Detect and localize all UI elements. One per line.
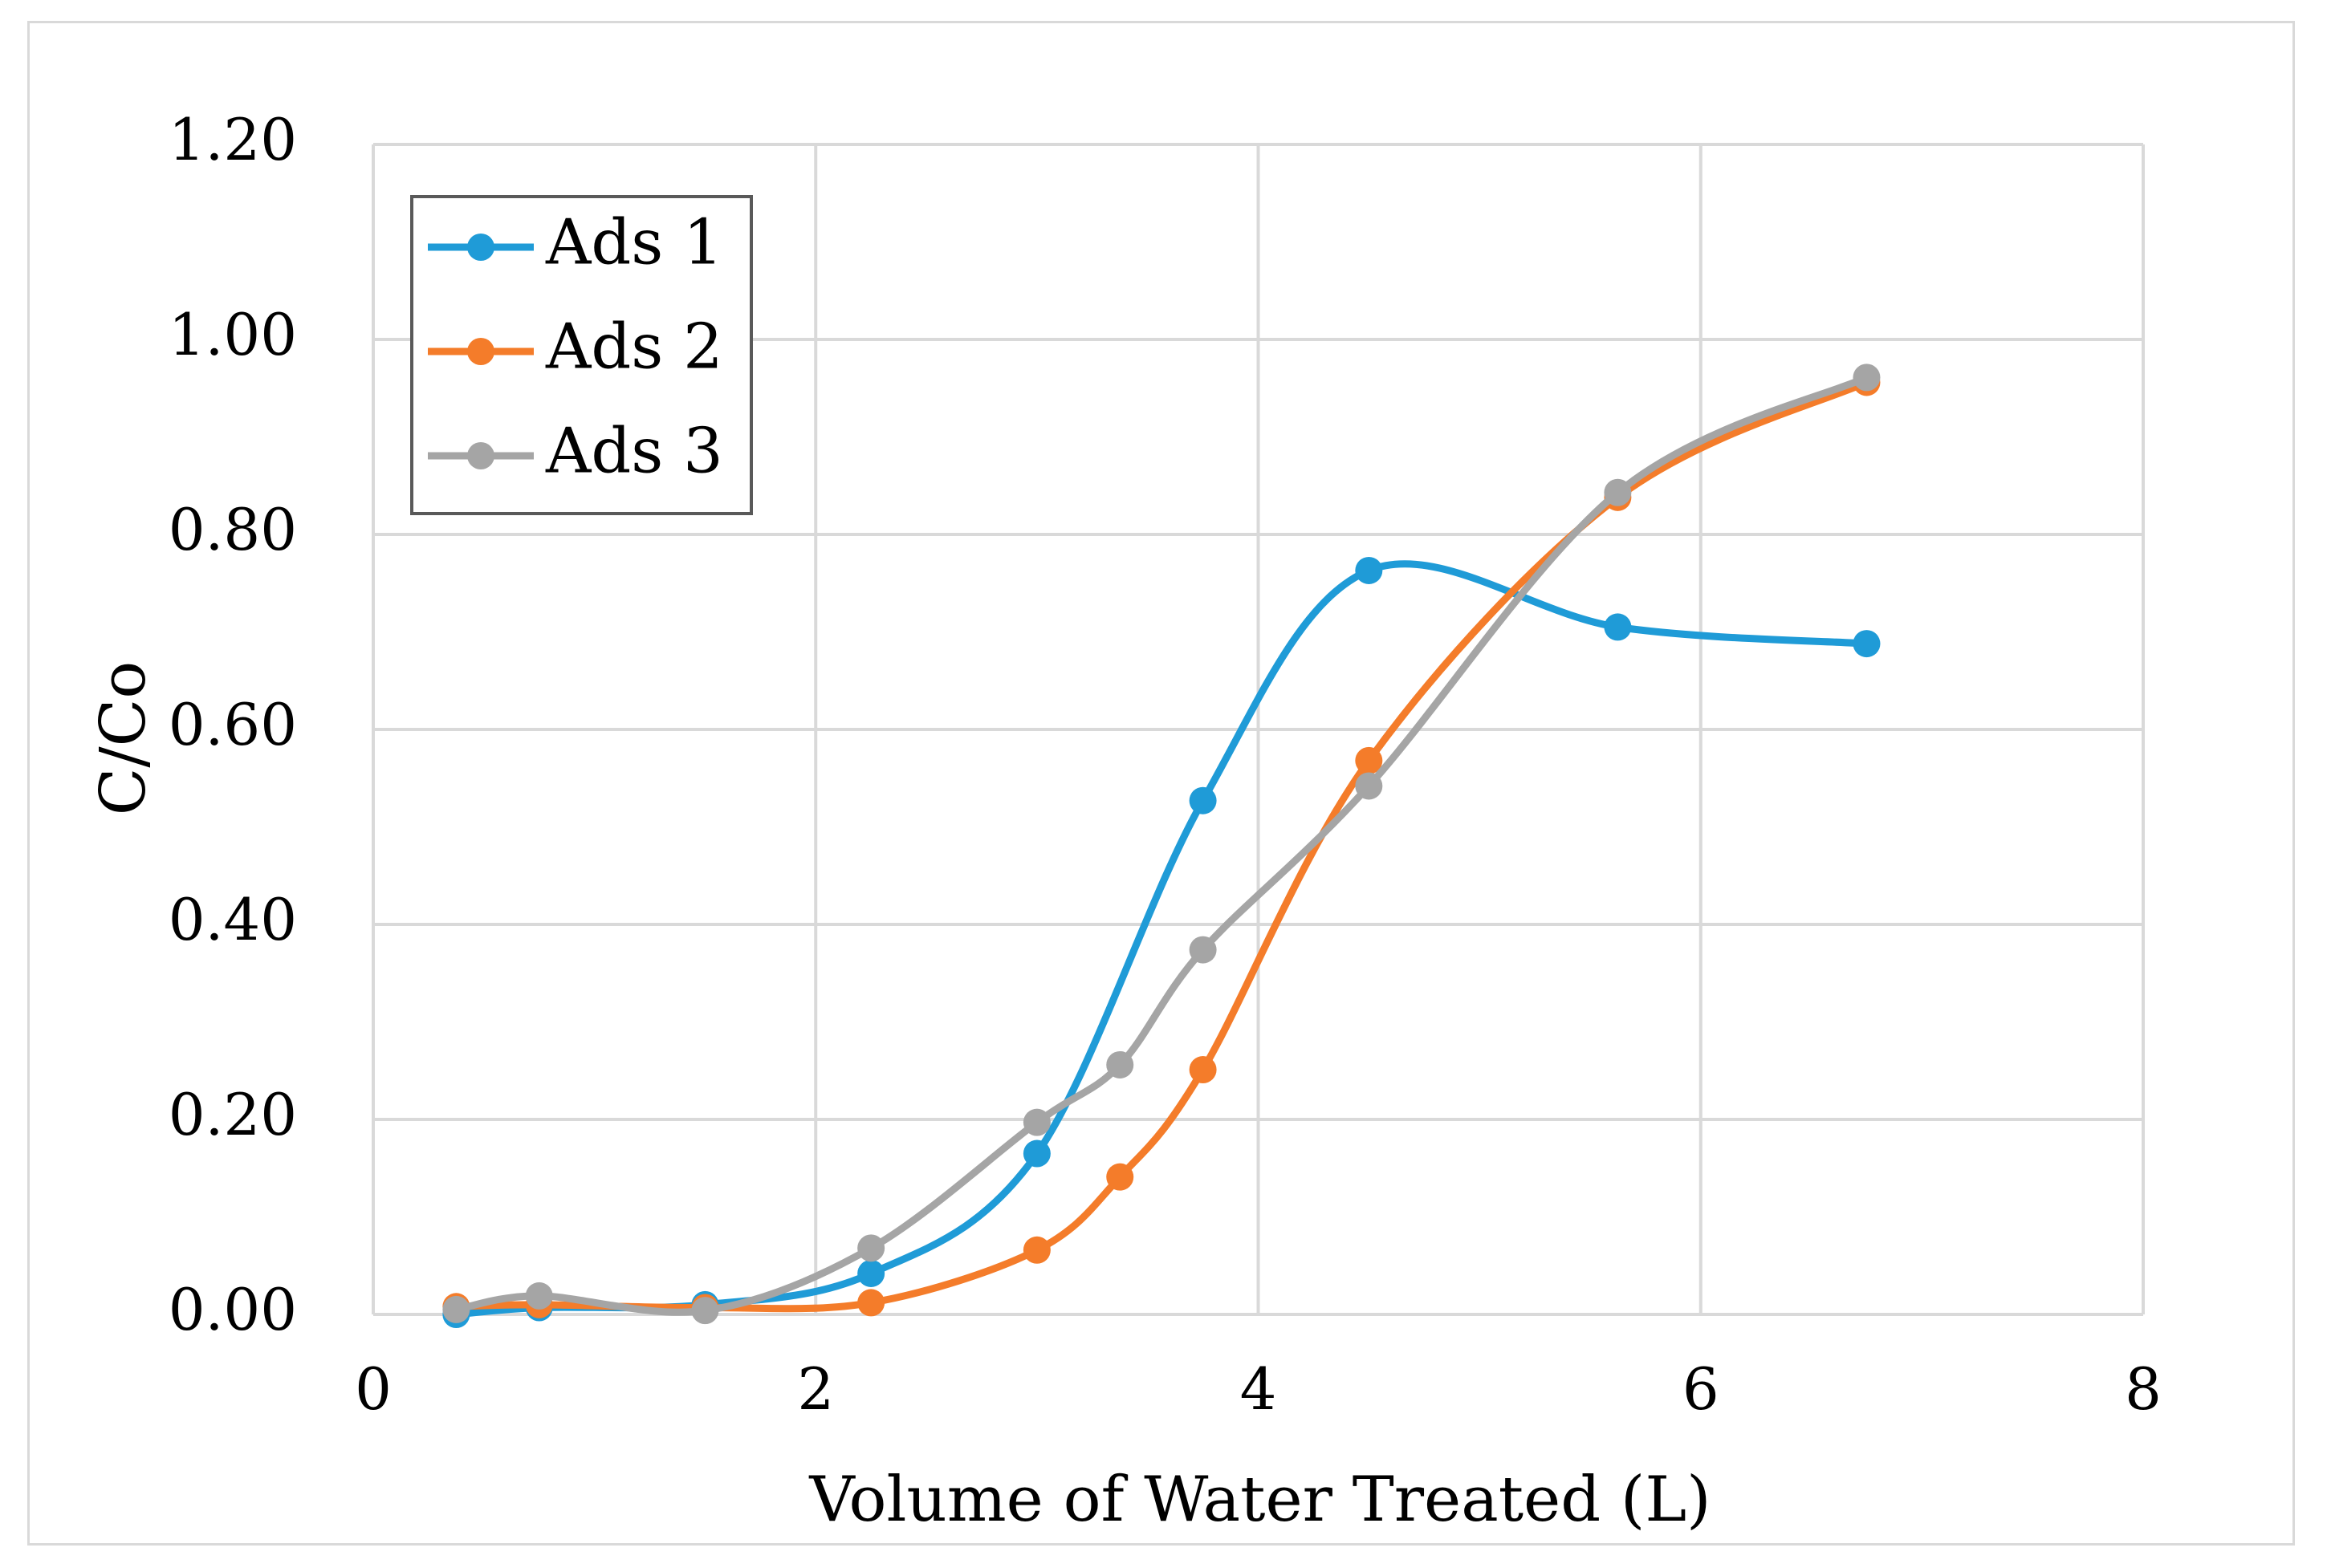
- x-tick-label: 0: [355, 1355, 392, 1423]
- legend-swatch-marker: [467, 442, 494, 469]
- data-point: [1189, 786, 1217, 814]
- data-point: [857, 1234, 885, 1262]
- y-tick-label: 0.20: [169, 1081, 297, 1148]
- data-point: [857, 1259, 885, 1287]
- data-point: [1604, 613, 1632, 641]
- data-point: [1189, 936, 1217, 964]
- y-tick-label: 0.60: [169, 691, 297, 758]
- data-point: [1023, 1236, 1051, 1264]
- data-point: [857, 1289, 885, 1317]
- data-point: [1355, 746, 1383, 774]
- data-point: [1355, 772, 1383, 800]
- legend: Ads 1 Ads 2 Ads 3: [410, 195, 753, 515]
- series-line-1: [452, 560, 1870, 1318]
- data-point: [525, 1282, 553, 1310]
- legend-item-3: Ads 3: [428, 416, 723, 488]
- y-axis-ticks: 0.00 0.20 0.40 0.60 0.80 1.00 1.20: [169, 106, 297, 1343]
- x-tick-label: 6: [1682, 1355, 1719, 1423]
- legend-label: Ads 1: [545, 207, 723, 279]
- data-point: [442, 1295, 470, 1323]
- y-tick-label: 0.80: [169, 496, 297, 563]
- legend-item-1: Ads 1: [428, 207, 723, 279]
- data-point: [1604, 478, 1632, 506]
- data-point: [1189, 1056, 1217, 1084]
- series-1: [442, 556, 1881, 1328]
- legend-swatch-marker: [467, 338, 494, 365]
- data-point: [1355, 556, 1383, 584]
- y-axis-title: C/Co: [87, 661, 160, 816]
- data-point: [1853, 364, 1881, 392]
- data-point: [1106, 1050, 1134, 1079]
- data-point: [1023, 1108, 1051, 1136]
- x-axis-title: Volume of Water Treated (L): [808, 1464, 1711, 1536]
- series-line-2: [452, 378, 1870, 1313]
- data-point: [1023, 1139, 1051, 1168]
- x-axis-ticks: 0 2 4 6 8: [355, 1355, 2162, 1423]
- x-tick-label: 2: [797, 1355, 834, 1423]
- data-point: [1853, 630, 1881, 658]
- chart-frame: [27, 21, 2295, 1546]
- series-layer: [442, 364, 1881, 1328]
- series-3: [442, 364, 1881, 1325]
- legend-swatch-marker: [467, 234, 494, 261]
- legend-label: Ads 3: [545, 416, 723, 488]
- y-tick-label: 0.40: [169, 886, 297, 953]
- data-point: [691, 1297, 719, 1325]
- y-tick-label: 1.20: [169, 106, 297, 173]
- data-point: [1106, 1163, 1134, 1191]
- y-tick-label: 1.00: [169, 301, 297, 368]
- legend-label: Ads 2: [545, 311, 723, 384]
- y-tick-label: 0.00: [169, 1276, 297, 1343]
- legend-item-2: Ads 2: [428, 311, 723, 384]
- x-tick-label: 4: [1240, 1355, 1277, 1423]
- x-tick-label: 8: [2125, 1355, 2162, 1423]
- series-line-3: [452, 373, 1870, 1316]
